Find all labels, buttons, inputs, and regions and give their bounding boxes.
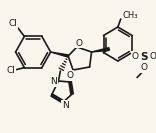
- Text: N: N: [62, 101, 69, 109]
- Text: S: S: [140, 51, 148, 61]
- Text: O: O: [140, 63, 147, 72]
- Text: Cl: Cl: [6, 66, 15, 75]
- Text: N: N: [50, 78, 57, 86]
- Text: O: O: [132, 52, 139, 61]
- Polygon shape: [51, 52, 68, 57]
- Polygon shape: [92, 48, 109, 52]
- Text: O: O: [67, 70, 74, 80]
- Text: CH₃: CH₃: [123, 11, 138, 20]
- Text: Cl: Cl: [8, 19, 17, 28]
- Text: O: O: [75, 38, 82, 47]
- Text: O: O: [149, 52, 156, 61]
